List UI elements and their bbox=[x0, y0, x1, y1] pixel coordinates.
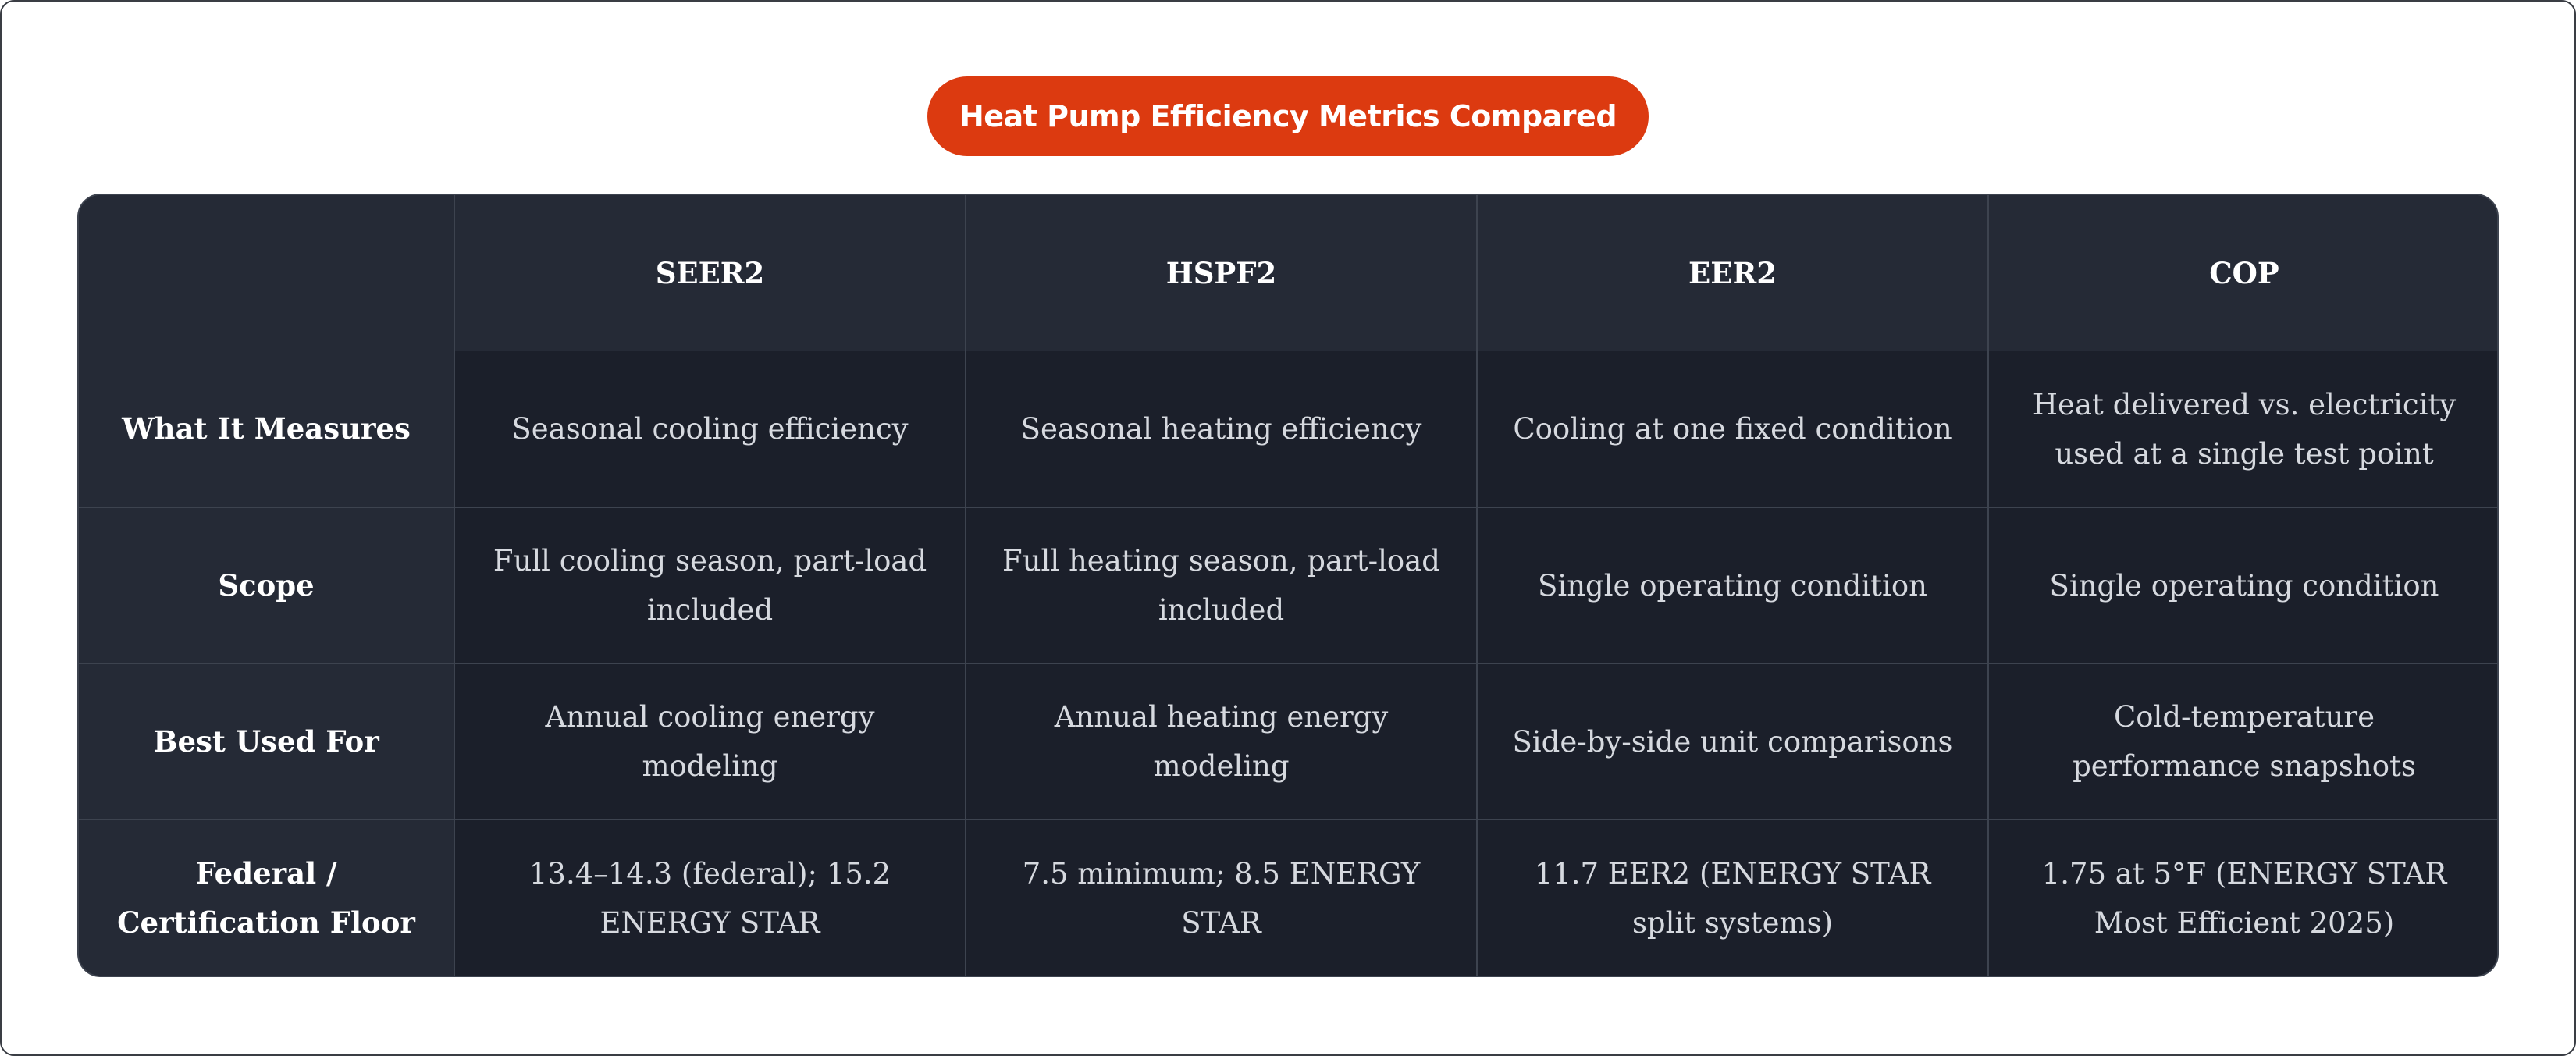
table-header-row: SEER2 HSPF2 EER2 COP bbox=[79, 195, 2497, 351]
row-header-what-it-measures: What It Measures bbox=[79, 351, 455, 508]
comparison-table-container: SEER2 HSPF2 EER2 COP What It Measures Se… bbox=[77, 194, 2499, 977]
table-cell: Single operating condition bbox=[1476, 507, 1989, 664]
table-row: What It Measures Seasonal cooling effici… bbox=[79, 351, 2497, 508]
row-header-scope: Scope bbox=[79, 507, 455, 664]
table-row: Scope Full cooling season, part-load inc… bbox=[79, 507, 2497, 664]
table-row: Best Used For Annual cooling energy mode… bbox=[79, 663, 2497, 820]
table-cell: Seasonal cooling efficiency bbox=[454, 351, 966, 508]
table-cell: Heat delivered vs. electricity used at a… bbox=[1987, 351, 2497, 508]
column-header-hspf2: HSPF2 bbox=[965, 195, 1478, 351]
row-header-certification-floor: Federal / Certification Floor bbox=[79, 819, 455, 976]
table-cell: Annual cooling energy modeling bbox=[454, 663, 966, 820]
table-row: Federal / Certification Floor 13.4–14.3 … bbox=[79, 819, 2497, 976]
page-title: Heat Pump Efficiency Metrics Compared bbox=[959, 99, 1617, 133]
table-cell: Side-by-side unit comparisons bbox=[1476, 663, 1989, 820]
table-cell: Annual heating energy modeling bbox=[965, 663, 1478, 820]
table-cell: Full heating season, part-load included bbox=[965, 507, 1478, 664]
table-cell: Single operating condition bbox=[1987, 507, 2497, 664]
column-header-cop: COP bbox=[1987, 195, 2497, 351]
column-header-eer2: EER2 bbox=[1476, 195, 1989, 351]
table-cell: 1.75 at 5°F (ENERGY STAR Most Efficient … bbox=[1987, 819, 2497, 976]
table-cell: Seasonal heating efficiency bbox=[965, 351, 1478, 508]
table-corner-cell bbox=[79, 195, 455, 351]
table-cell: Cooling at one fixed condition bbox=[1476, 351, 1989, 508]
table-cell: Cold-temperature performance snapshots bbox=[1987, 663, 2497, 820]
row-header-best-used-for: Best Used For bbox=[79, 663, 455, 820]
table-cell: 13.4–14.3 (federal); 15.2 ENERGY STAR bbox=[454, 819, 966, 976]
table-cell: 11.7 EER2 (ENERGY STAR split systems) bbox=[1476, 819, 1989, 976]
table-cell: 7.5 minimum; 8.5 ENERGY STAR bbox=[965, 819, 1478, 976]
comparison-table: SEER2 HSPF2 EER2 COP What It Measures Se… bbox=[79, 195, 2497, 976]
title-badge: Heat Pump Efficiency Metrics Compared bbox=[927, 76, 1649, 156]
table-cell: Full cooling season, part-load included bbox=[454, 507, 966, 664]
column-header-seer2: SEER2 bbox=[454, 195, 966, 351]
